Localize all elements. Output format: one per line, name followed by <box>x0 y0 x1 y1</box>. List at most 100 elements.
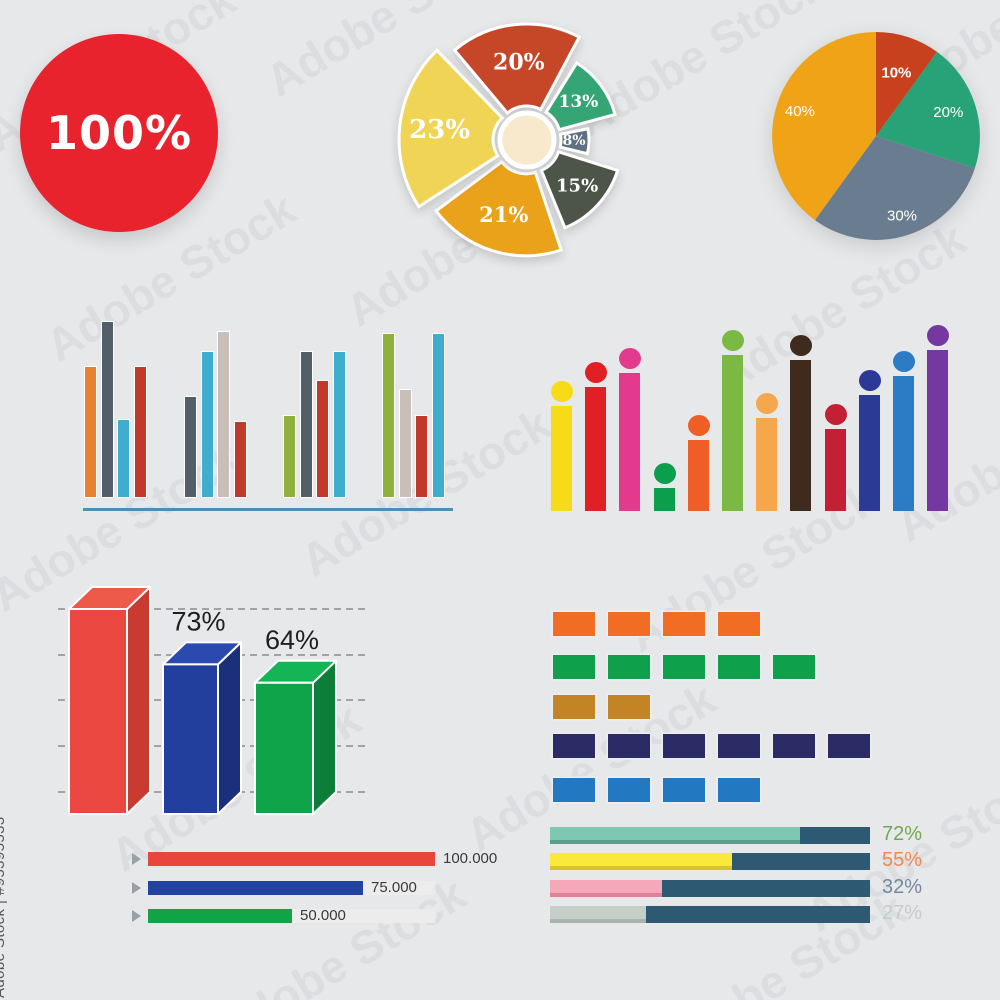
lollipop-dot <box>824 404 847 425</box>
lollipop-dot <box>755 393 778 414</box>
matrix-cell <box>553 778 595 802</box>
bar3d-label: 64% <box>265 625 319 655</box>
lollipop-bar <box>688 440 709 511</box>
lollipop-bar <box>619 373 640 511</box>
bar3d-front <box>162 663 219 815</box>
bar <box>399 390 411 497</box>
progress-label: 32% <box>882 876 923 898</box>
bar <box>317 381 329 497</box>
matrix-cell <box>553 655 595 679</box>
matrix-cell <box>773 655 815 679</box>
pie-center-circle <box>497 110 557 170</box>
lollipop-dot <box>653 463 676 484</box>
matrix-cell <box>553 734 595 758</box>
bar <box>118 420 130 497</box>
matrix-cell <box>663 655 705 679</box>
pie-slice-label: 30% <box>887 207 917 224</box>
horizontal-value-bars: 100.000 75.000 50.000 <box>125 850 505 932</box>
bar <box>85 367 96 497</box>
bar3d-side <box>312 659 337 815</box>
lollipop-bar <box>927 350 948 511</box>
matrix-cell <box>608 734 650 758</box>
watermark-id-text: Adobe Stock | #95395533 <box>0 816 8 998</box>
bar <box>185 397 196 497</box>
matrix-cell <box>553 612 595 636</box>
hbar-value-label: 50.000 <box>300 907 346 924</box>
pie-slice-label: 21% <box>479 202 528 227</box>
bar <box>432 334 444 497</box>
pie-slice <box>814 136 975 240</box>
lollipop-dot <box>584 362 607 383</box>
progress-row: 72% <box>550 824 922 844</box>
hbar-fill <box>148 852 435 866</box>
matrix-cell <box>718 655 760 679</box>
matrix-cell <box>828 734 870 758</box>
lollipop-bar <box>790 360 811 511</box>
progress-fill <box>550 853 732 870</box>
pie-slice <box>452 22 582 116</box>
matrix-cell <box>608 695 650 719</box>
bar <box>218 332 230 497</box>
progress-fill <box>550 827 800 844</box>
pie-slice <box>433 159 564 258</box>
lollipop-dot <box>721 330 744 351</box>
lollipop-bar <box>551 406 572 511</box>
matrix-cell <box>608 655 650 679</box>
progress-row: 32% <box>550 877 922 897</box>
bar <box>234 422 246 497</box>
arrow-icon <box>132 881 141 894</box>
matrix-cell <box>718 734 760 758</box>
bar <box>101 322 113 497</box>
matrix-cell <box>718 778 760 802</box>
lollipop-bar <box>722 355 743 511</box>
hbar-row: 75.000 <box>125 878 505 896</box>
progress-fill <box>550 906 646 923</box>
bar <box>300 352 312 497</box>
hbar-row: 50.000 <box>125 907 505 924</box>
pie-slice-label: 23% <box>409 115 470 145</box>
progress-label: 72% <box>882 823 923 845</box>
lollipop-bar <box>893 376 914 511</box>
bar <box>416 416 428 497</box>
badge-100-label: 100% <box>45 106 193 160</box>
pie-slice-label: 13% <box>558 92 598 112</box>
progress-label: 27% <box>882 902 923 924</box>
simple-pie-chart: 10% 20% 30% 40% <box>772 32 980 240</box>
pie-slice-label: 8% <box>562 133 585 149</box>
lollipop-dot <box>618 348 641 369</box>
lollipop-bar <box>859 395 880 511</box>
lollipop-dot <box>687 415 710 436</box>
lollipop-dot <box>926 325 949 346</box>
matrix-cell <box>608 612 650 636</box>
pie-slice-label: 15% <box>556 176 598 197</box>
lollipop-dot <box>892 351 915 372</box>
matrix-cell <box>553 695 595 719</box>
pie-slice <box>544 60 617 132</box>
lollipop-bar <box>825 429 846 511</box>
progress-fill <box>550 880 662 897</box>
bar-chart-baseline <box>83 508 453 511</box>
hbar-value-label: 100.000 <box>443 850 498 867</box>
hbar-fill <box>148 880 363 895</box>
lollipop-bar <box>756 418 777 511</box>
pie-slice <box>772 32 876 221</box>
lollipop-dot <box>858 370 881 391</box>
progress-row: 55% <box>550 850 922 870</box>
pie-slice <box>397 48 505 209</box>
hbar-fill <box>148 909 292 923</box>
pie-slice-label: 20% <box>493 49 545 75</box>
progress-row: 27% <box>550 903 922 923</box>
hbar-value-label: 75.000 <box>371 878 417 896</box>
bar3d-side <box>217 641 242 815</box>
matrix-cell <box>718 612 760 636</box>
matrix-cell <box>663 778 705 802</box>
bar <box>134 367 146 497</box>
progress-label: 55% <box>882 849 923 871</box>
matrix-cell <box>663 734 705 758</box>
exploded-pie-chart: 20% 13% 8% 15% 21% 23% <box>397 22 620 258</box>
pie-slice <box>558 127 591 156</box>
pie-slice <box>539 149 620 230</box>
lollipop-bar <box>585 387 606 511</box>
bar3d-front <box>68 608 128 815</box>
